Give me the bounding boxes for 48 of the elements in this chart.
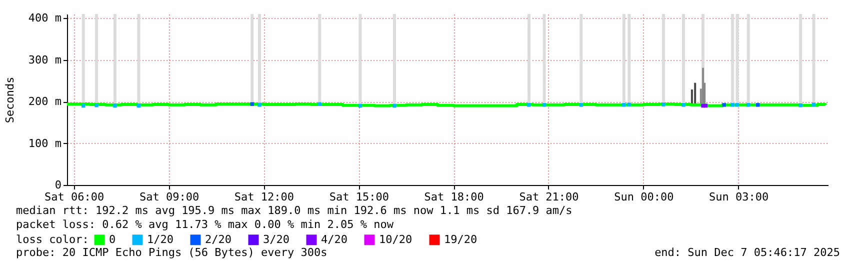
bar [137, 14, 140, 104]
bar [95, 14, 98, 104]
bar [258, 14, 261, 104]
bar [662, 14, 665, 104]
text: packet loss: 0.62 % avg 11.73 % max 0.00 % min 2.05 % now [16, 218, 394, 231]
y-tick-label: 400 m [28, 12, 62, 25]
text: median rtt: 192.2 ms avg 195.9 ms max 189.0 ms min 192.6 ms now 1.1 ms sd 167.9 am/s [16, 204, 572, 217]
y-tick-label: 0 [54, 178, 62, 192]
bar [580, 14, 583, 104]
y-tick-label: 300 m [28, 53, 62, 66]
bar [746, 14, 750, 104]
legend-label: 3/20 [263, 232, 290, 246]
x-tick-label: Sat 12:00 [234, 190, 294, 204]
bar [682, 14, 685, 104]
y-tick-label: 100 m [28, 136, 62, 150]
legend-label: 1/20 [147, 232, 174, 246]
bar [736, 14, 739, 104]
legend-label: 4/20 [321, 232, 348, 246]
bar [694, 82, 696, 104]
x-tick-label: Sat 06:00 [44, 190, 104, 204]
y-tick-label: 200 m [28, 95, 62, 108]
legend-label: 0 [109, 232, 116, 246]
x-tick-label: Sat 09:00 [139, 190, 200, 204]
bar [113, 14, 116, 104]
y-axis-title: Seconds [4, 76, 16, 124]
bar [542, 14, 546, 104]
x-tick-label: Sat 18:00 [424, 190, 484, 204]
bar [799, 14, 802, 104]
x-tick-label: Sun 00:00 [614, 190, 674, 204]
bar [318, 14, 322, 104]
x-tick-label: Sun 03:00 [709, 190, 769, 204]
legend-label: 2/20 [205, 232, 232, 246]
bar [527, 14, 530, 104]
text: probe: 20 ICMP Echo Pings (56 Bytes) every 300s [16, 246, 328, 259]
bar [731, 14, 734, 104]
bar [622, 14, 626, 104]
bar [358, 14, 362, 104]
x-tick-label: Sat 15:00 [329, 190, 389, 204]
legend-title: loss color: [16, 233, 89, 246]
legend-label: 19/20 [444, 232, 478, 246]
legend-label: 10/20 [379, 232, 412, 246]
bar [250, 14, 254, 104]
bar [812, 14, 816, 104]
bar [82, 14, 85, 104]
bar [393, 14, 396, 104]
x-tick-label: Sat 21:00 [519, 190, 579, 204]
text: end: Sun Dec 7 05:46:17 2025 [654, 246, 840, 259]
bar [628, 14, 631, 104]
